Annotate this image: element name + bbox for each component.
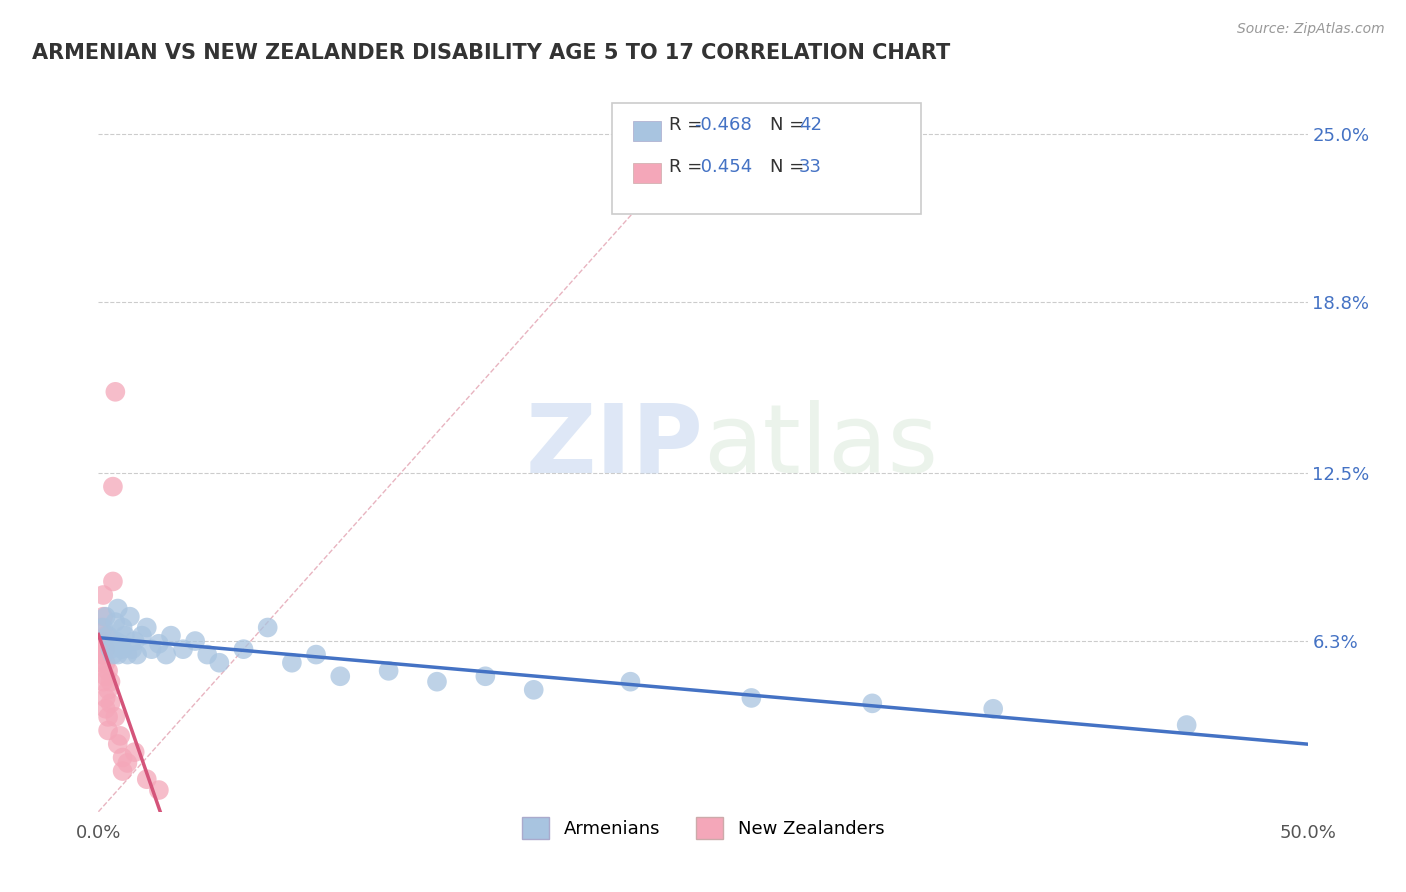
Text: N =: N = (770, 158, 810, 176)
Point (474, 669, 496, 683)
Point (117, 648, 139, 662)
Point (97, 629, 120, 643)
Text: R =: R = (669, 116, 709, 134)
Point (148, 637, 170, 651)
Point (305, 648, 328, 662)
Point (195, 648, 218, 662)
Point (135, 772, 157, 787)
Point (90, 656, 112, 670)
Point (101, 480, 124, 494)
Text: Source: ZipAtlas.com: Source: ZipAtlas.com (1237, 22, 1385, 37)
Point (124, 745, 146, 759)
Point (101, 648, 124, 662)
Point (160, 629, 183, 643)
Point (124, 634, 146, 648)
Point (94, 642, 117, 657)
Point (329, 669, 352, 683)
Point (91, 634, 114, 648)
Point (91, 648, 114, 662)
Point (256, 620, 278, 634)
Point (97, 723, 120, 738)
Point (281, 656, 304, 670)
Legend: Armenians, New Zealanders: Armenians, New Zealanders (515, 810, 891, 847)
Point (101, 574, 124, 589)
Point (107, 601, 129, 615)
Point (104, 384, 127, 399)
Point (100, 674, 122, 689)
Point (377, 664, 399, 678)
Point (118, 609, 141, 624)
Point (981, 702, 1004, 716)
Point (860, 697, 883, 711)
Text: ZIP: ZIP (524, 400, 703, 492)
Point (90, 620, 112, 634)
Point (90, 648, 112, 662)
Point (148, 783, 170, 797)
Point (94, 702, 117, 716)
Point (184, 634, 207, 648)
Point (94, 629, 117, 643)
Point (1175, 718, 1198, 732)
Point (117, 756, 139, 770)
Point (111, 750, 134, 764)
Text: atlas: atlas (703, 400, 938, 492)
Point (155, 648, 177, 662)
Point (121, 642, 143, 657)
Point (127, 648, 149, 662)
Point (104, 710, 127, 724)
Point (108, 637, 131, 651)
Text: 42: 42 (799, 116, 821, 134)
Point (94, 656, 117, 670)
Point (426, 674, 449, 689)
Text: -0.468: -0.468 (695, 116, 752, 134)
Text: 0.454: 0.454 (695, 158, 752, 176)
Point (172, 642, 194, 657)
Point (90, 642, 112, 657)
Point (107, 737, 129, 751)
Point (97, 664, 120, 678)
Point (104, 634, 127, 648)
Point (94, 609, 117, 624)
Point (94, 669, 117, 683)
Point (97, 682, 120, 697)
Point (208, 656, 231, 670)
Point (111, 620, 134, 634)
Point (108, 729, 131, 743)
Point (100, 642, 122, 657)
Point (91, 609, 114, 624)
Point (91, 620, 114, 634)
Point (135, 620, 157, 634)
Point (97, 710, 120, 724)
Point (111, 764, 134, 778)
Point (114, 629, 136, 643)
Text: N =: N = (770, 116, 810, 134)
Point (91, 674, 114, 689)
Point (141, 642, 163, 657)
Text: R =: R = (669, 158, 709, 176)
Point (523, 682, 546, 697)
Point (91, 588, 114, 602)
Point (619, 674, 641, 689)
Point (104, 615, 127, 629)
Text: ARMENIAN VS NEW ZEALANDER DISABILITY AGE 5 TO 17 CORRELATION CHART: ARMENIAN VS NEW ZEALANDER DISABILITY AGE… (32, 44, 950, 63)
Point (107, 648, 129, 662)
Text: 33: 33 (799, 158, 821, 176)
Point (232, 642, 254, 657)
Point (111, 642, 134, 657)
Point (131, 629, 153, 643)
Point (100, 697, 122, 711)
Point (740, 690, 762, 705)
Point (94, 690, 117, 705)
